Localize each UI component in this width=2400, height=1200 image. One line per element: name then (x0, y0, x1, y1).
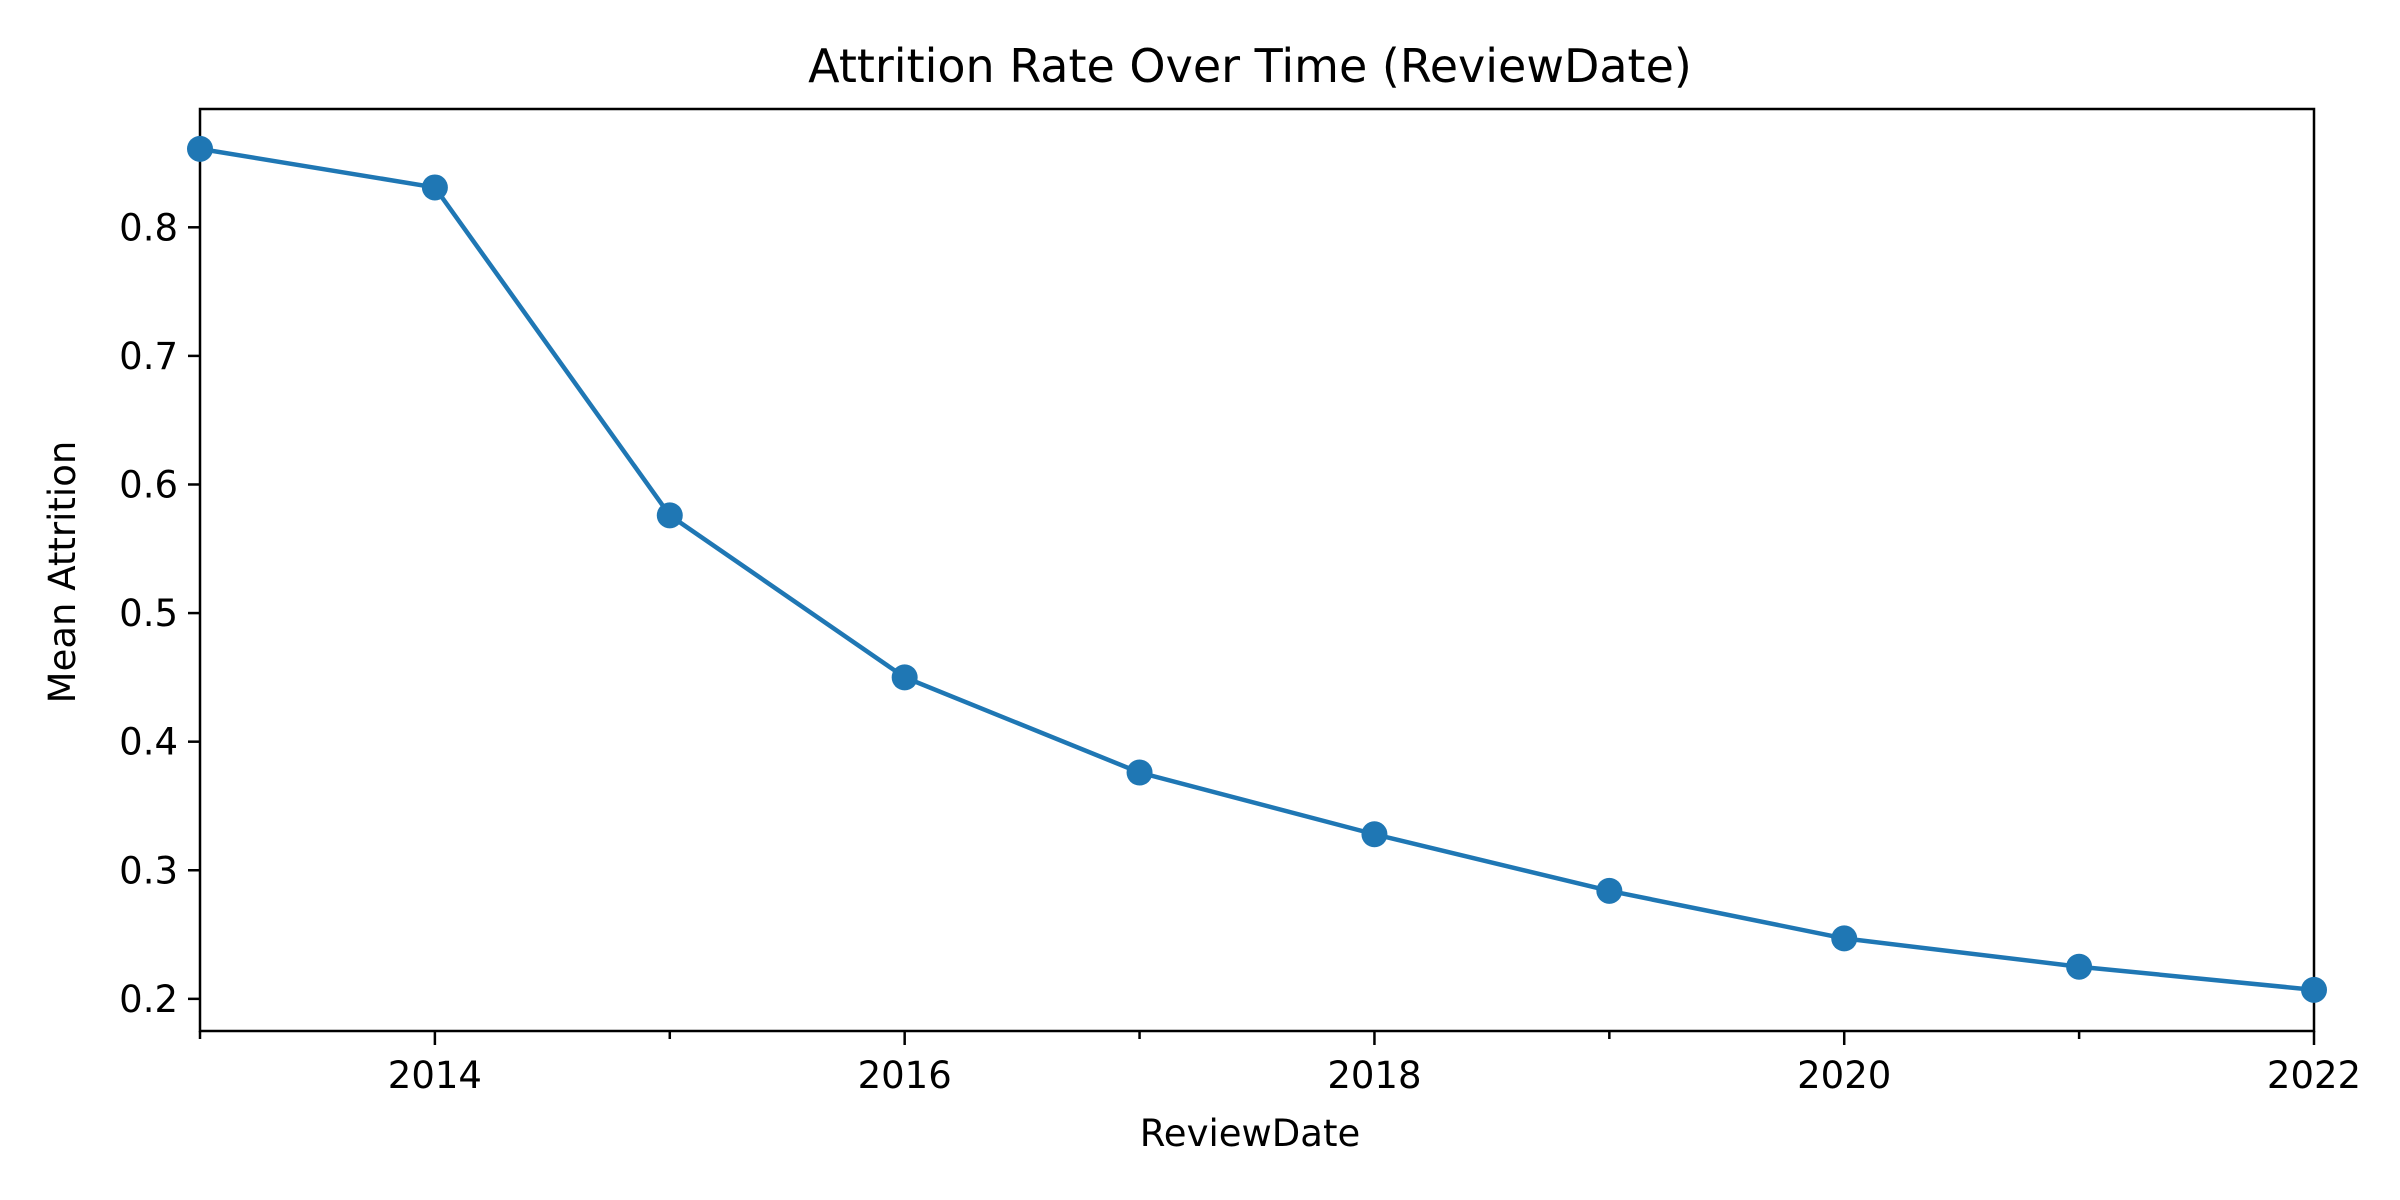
y-tick-label: 0.3 (119, 849, 178, 892)
y-tick-label: 0.4 (119, 721, 178, 764)
y-tick-label: 0.2 (119, 978, 178, 1021)
data-point (1596, 877, 1623, 904)
x-tick-label: 2022 (2267, 1054, 2361, 1097)
data-point (891, 664, 918, 691)
y-tick-label: 0.6 (119, 463, 178, 506)
data-point (187, 135, 213, 162)
data-point (2066, 953, 2093, 980)
y-tick-label: 0.5 (119, 592, 178, 635)
plot-frame (198, 107, 2316, 1033)
x-tick-label: 2018 (1327, 1054, 1421, 1097)
data-point (1831, 925, 1858, 952)
chart-title: Attrition Rate Over Time (ReviewDate) (808, 39, 1692, 93)
x-tick-label: 2016 (858, 1054, 952, 1097)
y-axis-label: Mean Attrition (41, 441, 84, 704)
plot-area: 0.2 0.3 0.4 0.5 0.6 0.7 0.8 2014 2016 2018 2020 202… (119, 107, 2361, 1097)
data-point (1361, 821, 1388, 848)
data-point (2301, 976, 2327, 1003)
y-tick-label: 0.7 (119, 335, 178, 378)
data-point (1126, 759, 1153, 786)
data-point (656, 502, 683, 529)
y-tick-label: 0.8 (119, 206, 178, 249)
series-line (197, 146, 2317, 993)
x-tick-label: 2020 (1797, 1054, 1891, 1097)
data-point (421, 174, 448, 201)
x-tick-label: 2014 (388, 1054, 482, 1097)
x-axis-label: ReviewDate (1140, 1112, 1360, 1155)
